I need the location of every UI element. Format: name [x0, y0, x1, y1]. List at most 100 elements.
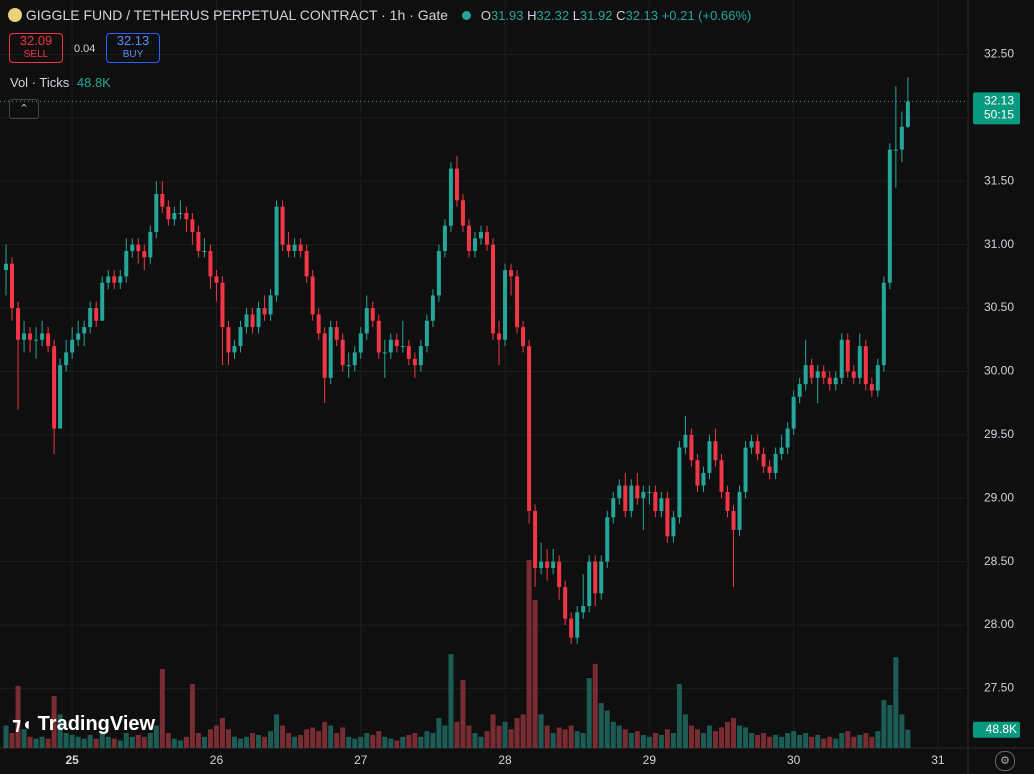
volume-bar: [646, 736, 652, 748]
candle-body: [677, 447, 682, 518]
candle-body: [46, 333, 51, 347]
volume-bar: [45, 738, 51, 748]
volume-bar: [767, 736, 773, 748]
volume-bar: [93, 738, 99, 748]
candle-body: [142, 251, 147, 258]
low: 31.92: [579, 8, 613, 23]
candle-body: [382, 352, 387, 354]
candle-body: [899, 126, 904, 150]
candle-body: [563, 586, 568, 619]
volume-bar: [544, 725, 550, 748]
volume-bar: [496, 725, 502, 748]
volume-bar: [580, 733, 586, 748]
symbol-icon: [8, 8, 22, 22]
candle-body: [665, 498, 670, 537]
candle-body: [268, 295, 273, 315]
y-tick-label: 32.50: [984, 47, 1014, 61]
candle-body: [893, 149, 898, 151]
volume-bar: [430, 733, 436, 748]
volume-bar: [21, 729, 27, 748]
sell-button[interactable]: 32.09 SELL: [9, 33, 63, 63]
volume-bar: [63, 733, 69, 748]
volume-bar: [538, 714, 544, 748]
candle-body: [905, 101, 910, 127]
volume-bar: [27, 736, 33, 748]
candle-body: [292, 244, 297, 252]
candle-body: [328, 327, 333, 378]
volume-bar: [749, 733, 755, 748]
candle-body: [100, 282, 105, 321]
volume-bar: [394, 740, 400, 748]
volume-bar: [833, 738, 839, 748]
volume-bar: [183, 736, 189, 748]
volume-bar: [688, 725, 694, 748]
candle-body: [485, 232, 490, 245]
volume-bar: [111, 738, 117, 748]
y-tick-label: 31.00: [984, 237, 1014, 251]
candle-body: [809, 365, 814, 378]
candle-body: [761, 453, 766, 467]
volume-bar: [791, 731, 797, 748]
candle-body: [641, 491, 646, 499]
candle-body: [623, 485, 628, 511]
candle-body: [82, 327, 87, 334]
candle-body: [509, 270, 514, 277]
volume-bar: [376, 731, 382, 748]
volume-bar: [604, 710, 610, 748]
candle-body: [557, 561, 562, 587]
volume-bar: [484, 731, 490, 748]
volume-bar: [610, 721, 616, 748]
volume-bar: [556, 727, 562, 748]
candle-body: [106, 276, 111, 283]
volume-bar: [893, 657, 899, 748]
candle-body: [262, 308, 267, 315]
candle-body: [442, 225, 447, 252]
candle-body: [773, 453, 778, 473]
collapse-button[interactable]: ⌃: [9, 99, 39, 119]
candle-body: [88, 308, 93, 328]
volume-bar: [123, 733, 129, 748]
candle-body: [472, 238, 477, 252]
volume-bar: [718, 727, 724, 748]
candle-body: [196, 232, 201, 252]
volume-bar: [388, 738, 394, 748]
volume-legend: Vol · Ticks 48.8K: [10, 75, 111, 90]
volume-bar: [670, 733, 676, 748]
volume-bar: [81, 738, 87, 748]
volume-bar: [520, 714, 526, 748]
volume-bar: [857, 734, 863, 748]
volume-bar: [598, 703, 604, 748]
candle-body: [533, 510, 538, 568]
candle-body: [28, 333, 33, 340]
volume-bar: [244, 736, 250, 748]
candle-body: [154, 193, 159, 233]
candle-body: [448, 168, 453, 226]
candle-body: [779, 447, 784, 454]
settings-button[interactable]: ⚙: [995, 751, 1015, 771]
volume-last-box: [973, 721, 1020, 738]
volume-bar: [358, 736, 364, 748]
x-tick-label: 30: [787, 753, 801, 767]
candle-body: [569, 618, 574, 638]
candle-body: [539, 561, 544, 568]
candle-body: [593, 561, 598, 594]
volume-bar: [364, 733, 370, 748]
candle-body: [881, 282, 886, 366]
volume-bar: [298, 734, 304, 748]
candle-body: [803, 365, 808, 385]
candle-body: [148, 232, 153, 258]
candle-body: [647, 491, 652, 493]
buy-button[interactable]: 32.13 BUY: [106, 33, 160, 63]
volume-bar: [502, 721, 508, 748]
volume-bar: [448, 654, 454, 748]
candle-body: [713, 441, 718, 461]
x-tick-label: 31: [931, 753, 945, 767]
candle-body: [4, 263, 9, 271]
buy-label: BUY: [122, 49, 144, 60]
candle-body: [839, 339, 844, 378]
symbol[interactable]: GIGGLE FUND / TETHERUS PERPETUAL CONTRAC…: [25, 7, 449, 23]
candle-body: [250, 314, 255, 328]
candle-body: [112, 276, 117, 283]
x-tick-label: 29: [643, 753, 657, 767]
x-tick-label: 26: [210, 753, 224, 767]
